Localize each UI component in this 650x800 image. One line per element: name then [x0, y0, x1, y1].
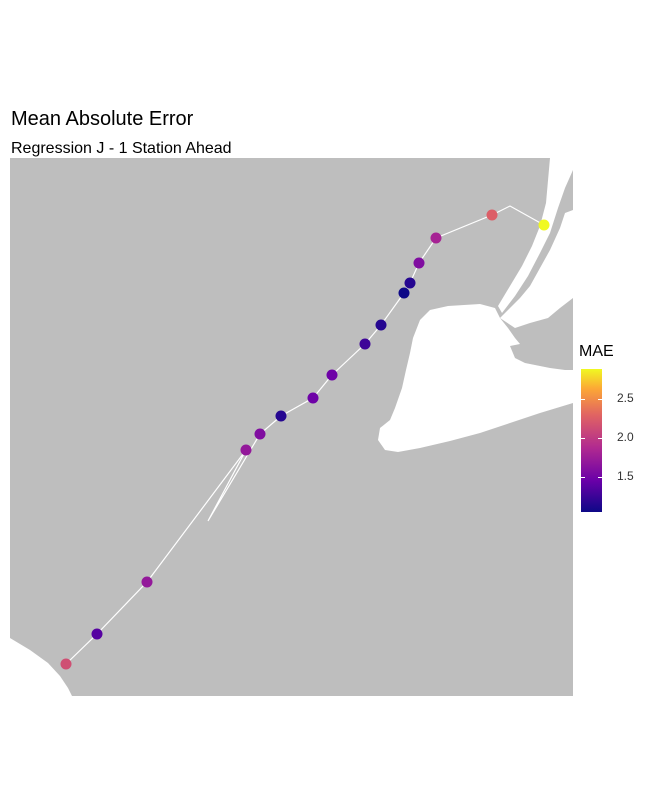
station-marker[interactable]	[486, 209, 498, 221]
legend-tick-label: 2.0	[617, 430, 634, 444]
station-marker[interactable]	[398, 287, 410, 299]
legend-tick	[598, 438, 602, 439]
station-marker[interactable]	[141, 576, 153, 588]
station-marker[interactable]	[240, 444, 252, 456]
station-marker[interactable]	[413, 257, 425, 269]
legend-tick-label: 2.5	[617, 391, 634, 405]
station-marker[interactable]	[538, 219, 550, 231]
route-group	[65, 205, 545, 665]
legend-tick	[598, 477, 602, 478]
station-markers	[60, 209, 550, 670]
chart-title: Mean Absolute Error	[11, 108, 194, 130]
land-area	[378, 304, 573, 452]
station-marker[interactable]	[307, 392, 319, 404]
chart-subtitle: Regression J - 1 Station Ahead	[11, 140, 232, 157]
legend-colorbar	[581, 369, 602, 512]
legend-tick	[581, 399, 585, 400]
legend-tick	[598, 399, 602, 400]
station-marker[interactable]	[430, 232, 442, 244]
land-area	[10, 638, 72, 696]
station-marker[interactable]	[60, 658, 72, 670]
legend-tick-label: 1.5	[617, 469, 634, 483]
route-line	[65, 205, 545, 665]
station-marker[interactable]	[404, 277, 416, 289]
land-area	[498, 158, 573, 313]
map-panel	[10, 158, 573, 696]
legend-tick	[581, 477, 585, 478]
station-marker[interactable]	[359, 338, 371, 350]
station-marker[interactable]	[254, 428, 266, 440]
station-marker[interactable]	[91, 628, 103, 640]
station-marker[interactable]	[275, 410, 287, 422]
legend-title: MAE	[579, 343, 614, 360]
legend-tick	[581, 438, 585, 439]
station-marker[interactable]	[326, 369, 338, 381]
land-area	[500, 210, 573, 328]
station-marker[interactable]	[375, 319, 387, 331]
